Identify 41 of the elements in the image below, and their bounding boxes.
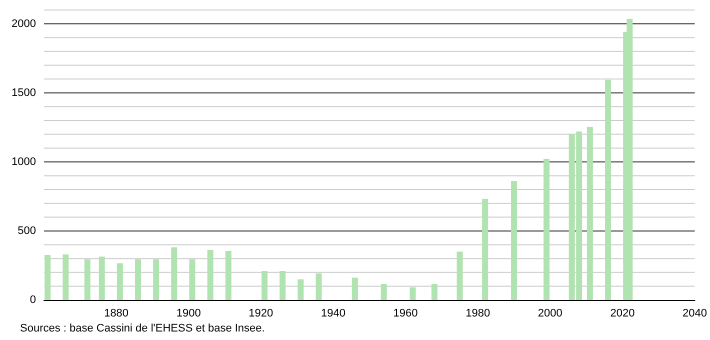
bar [431, 284, 438, 300]
bar [280, 271, 286, 300]
bar [189, 259, 196, 300]
bar [316, 273, 322, 300]
source-note: Sources : base Cassini de l'EHESS et base Insee. [20, 322, 265, 334]
bar [171, 247, 178, 300]
y-tick-label: 0 [30, 294, 36, 306]
bar [544, 158, 550, 300]
bar [153, 259, 160, 300]
bar [207, 250, 214, 300]
bar [84, 259, 90, 300]
y-tick-label: 2000 [12, 18, 36, 30]
x-tick-label: 1920 [248, 308, 274, 320]
bar [586, 126, 593, 300]
bar [510, 180, 517, 300]
bar [352, 278, 358, 300]
bar [410, 287, 416, 300]
bar [62, 254, 69, 300]
x-tick-label: 2040 [682, 308, 708, 320]
bar [456, 252, 463, 300]
bar [626, 18, 633, 300]
x-tick-label: 1880 [104, 308, 129, 320]
bar [380, 284, 387, 300]
x-tick-label: 1980 [466, 308, 490, 320]
bar [135, 259, 141, 300]
x-tick-label: 1900 [176, 308, 201, 320]
x-tick-label: 2000 [538, 308, 562, 320]
y-tick-label: 500 [18, 224, 36, 237]
bar [482, 198, 488, 300]
bar [298, 279, 304, 300]
y-tick-label: 1500 [12, 86, 36, 99]
x-tick-label: 2020 [610, 308, 635, 320]
bar [604, 80, 611, 300]
bar [262, 271, 268, 300]
x-tick-label: 1940 [320, 308, 346, 320]
bar [116, 263, 123, 300]
x-tick-label: 1960 [393, 308, 418, 320]
bar [98, 256, 105, 300]
bar [225, 250, 232, 300]
y-tick-label: 1000 [12, 156, 36, 168]
bar [44, 254, 51, 300]
